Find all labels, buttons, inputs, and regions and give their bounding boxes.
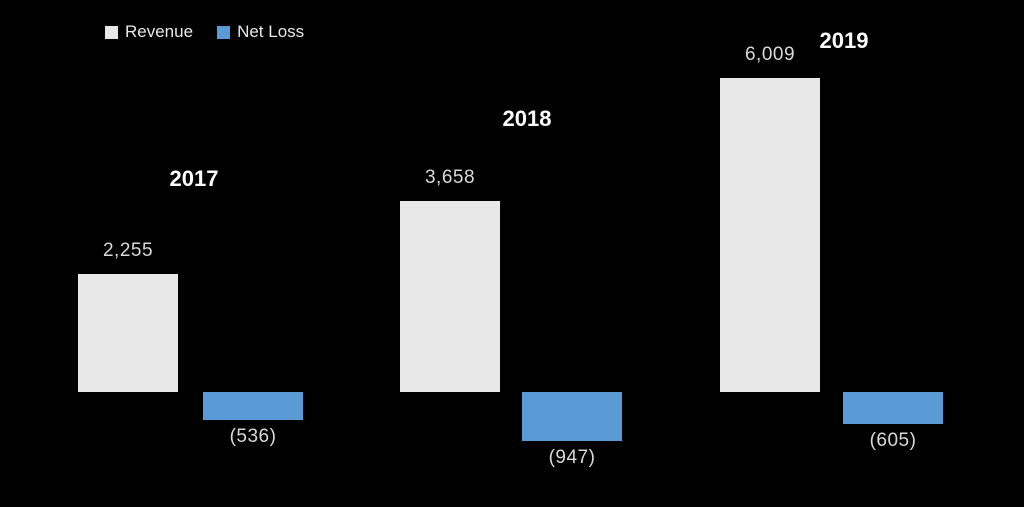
legend-item-netloss: Net Loss (217, 22, 304, 42)
year-label-2018: 2018 (502, 106, 552, 131)
revenue-bar-2019 (720, 78, 820, 392)
legend-item-revenue: Revenue (105, 22, 193, 42)
netloss-bar-2019 (843, 392, 943, 424)
netloss-value-label-2017: (536) (229, 426, 277, 447)
netloss-swatch-icon (217, 25, 231, 39)
revenue-swatch-icon (105, 25, 118, 39)
netloss-bar-2017 (203, 392, 303, 420)
revenue-bar-2018 (400, 201, 500, 392)
year-label-2017: 2017 (169, 166, 219, 191)
revenue-value-label-2017: 2,255 (102, 240, 154, 261)
netloss-value-label-2019: (605) (869, 430, 917, 451)
netloss-bar-2018 (522, 392, 622, 441)
legend: Revenue Net Loss (105, 22, 304, 42)
revenue-value-label-2018: 3,658 (424, 167, 476, 188)
netloss-value-label-2018: (947) (548, 447, 596, 468)
legend-label-revenue: Revenue (125, 22, 194, 41)
revenue-bar-2017 (78, 274, 178, 392)
year-label-2019: 2019 (819, 28, 869, 53)
legend-label-netloss: Net Loss (237, 22, 305, 41)
revenue-value-label-2019: 6,009 (744, 44, 796, 65)
